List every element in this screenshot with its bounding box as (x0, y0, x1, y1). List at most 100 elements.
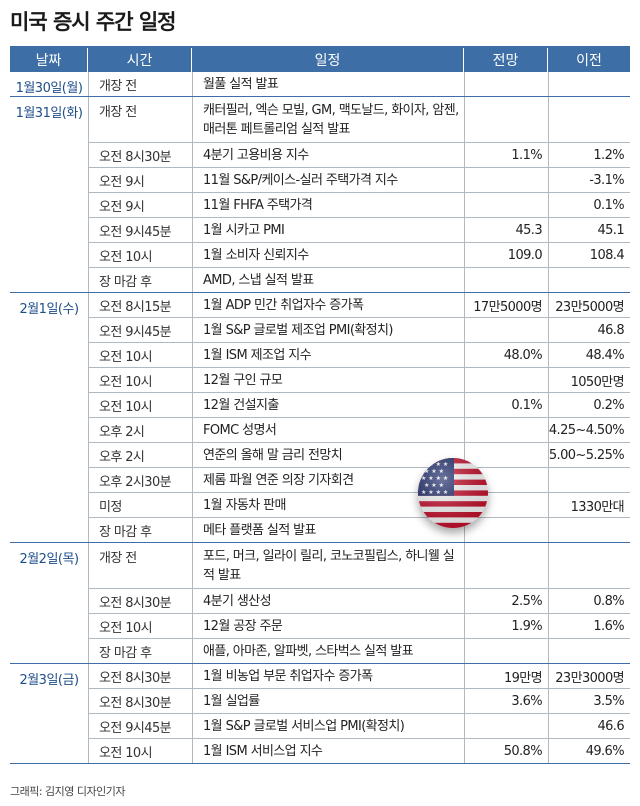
date-cell: 2월2일(목) (10, 543, 88, 664)
previous-cell: 4.25~4.50% (548, 418, 630, 442)
table-row: 오전 8시30분 1월 실업률 3.6% 3.5% (88, 689, 630, 714)
previous-cell: -3.1% (548, 168, 630, 192)
table-row: 오전 10시 12월 건설지출 0.1% 0.2% (88, 393, 630, 418)
event-cell: 1월 S&P 글로벌 서비스업 PMI(확정치) (192, 714, 464, 738)
header-event: 일정 (192, 48, 464, 72)
event-cell: 12월 건설지출 (192, 393, 464, 417)
expected-cell (464, 543, 548, 588)
previous-cell: 46.8 (548, 318, 630, 342)
page-title: 미국 증시 주간 일정 (10, 10, 176, 34)
time-cell: 개장 전 (88, 72, 192, 96)
expected-cell: 109.0 (464, 243, 548, 267)
date-group: 2월3일(금) 오전 8시30분 1월 비농업 부문 취업자수 증가폭 19만명 23만… (10, 664, 630, 764)
time-cell: 오전 10시 (88, 393, 192, 417)
expected-cell (464, 418, 548, 442)
previous-cell (548, 97, 630, 142)
header-previous: 이전 (576, 53, 602, 69)
table-row: 오전 8시30분 4분기 고용비용 지수 1.1% 1.2% (88, 143, 630, 168)
table-row: 오전 10시 1월 ISM 제조업 지수 48.0% 48.4% (88, 343, 630, 368)
time-cell: 장 마감 후 (88, 518, 192, 542)
date-group: 1월30일(월) 개장 전 월풀 실적 발표 (10, 72, 630, 97)
previous-cell (548, 268, 630, 292)
time-cell: 오전 9시45분 (88, 218, 192, 242)
table-row: 오전 10시 12월 공장 주문 1.9% 1.6% (88, 614, 630, 639)
expected-cell: 3.6% (464, 689, 548, 713)
previous-cell: 45.1 (548, 218, 630, 242)
time-cell: 미정 (88, 493, 192, 517)
previous-cell: 3.5% (548, 689, 630, 713)
previous-cell: 0.8% (548, 589, 630, 613)
previous-cell: 5.00~5.25% (548, 443, 630, 467)
event-cell: 11월 S&P/케이스-실러 주택가격 지수 (192, 168, 464, 192)
expected-cell: 19만명 (464, 664, 548, 688)
time-cell: 오전 10시 (88, 343, 192, 367)
date-cell: 2월1일(수) (10, 293, 88, 543)
event-cell: 12월 구인 규모 (192, 368, 464, 392)
expected-cell (464, 443, 548, 467)
expected-cell: 1.1% (464, 143, 548, 167)
time-cell: 오전 8시30분 (88, 689, 192, 713)
time-cell: 개장 전 (88, 97, 192, 142)
previous-cell: 108.4 (548, 243, 630, 267)
time-cell: 오후 2시 (88, 443, 192, 467)
table-row: 장 마감 후 애플, 아마존, 알파벳, 스타벅스 실적 발표 (88, 639, 630, 664)
date-cell: 1월31일(화) (10, 97, 88, 293)
header-expected: 전망 (464, 48, 548, 72)
table-row: 오전 9시45분 1월 S&P 글로벌 제조업 PMI(확정치) 46.8 (88, 318, 630, 343)
table-row: 오후 2시30분 제롬 파월 연준 의장 기자회견 (88, 468, 630, 493)
event-cell: 1월 ADP 민간 취업자수 증가폭 (192, 293, 464, 317)
graphic-credit: 그래픽: 김지영 디자인기자 (10, 785, 126, 798)
date-cell: 2월3일(금) (10, 664, 88, 764)
time-cell: 오후 2시 (88, 418, 192, 442)
event-cell: 1월 자동차 판매 (192, 493, 464, 517)
expected-cell: 0.1% (464, 393, 548, 417)
previous-cell: 0.1% (548, 193, 630, 217)
table-row: 오후 2시 FOMC 성명서 4.25~4.50% (88, 418, 630, 443)
expected-cell (464, 714, 548, 738)
event-cell: 1월 ISM 제조업 지수 (192, 343, 464, 367)
expected-cell: 17만5000명 (464, 293, 548, 317)
table-row: 오전 10시 1월 소비자 신뢰지수 109.0 108.4 (88, 243, 630, 268)
event-cell: 월풀 실적 발표 (192, 72, 464, 96)
table-row: 오전 8시15분 1월 ADP 민간 취업자수 증가폭 17만5000명 23만500… (88, 293, 630, 318)
expected-cell (464, 368, 548, 392)
event-cell: 1월 소비자 신뢰지수 (192, 243, 464, 267)
table-row: 오전 9시45분 1월 S&P 글로벌 서비스업 PMI(확정치) 46.6 (88, 714, 630, 739)
table-row: 오전 9시45분 1월 시카고 PMI 45.3 45.1 (88, 218, 630, 243)
time-cell: 장 마감 후 (88, 639, 192, 663)
date-group: 2월2일(목) 개장 전 포드, 머크, 일라이 릴리, 코노코필립스, 하니웰 실… (10, 543, 630, 664)
time-cell: 오전 8시15분 (88, 293, 192, 317)
table-row: 개장 전 월풀 실적 발표 (88, 72, 630, 97)
table-row: 개장 전 포드, 머크, 일라이 릴리, 코노코필립스, 하니웰 실적 발표 (88, 543, 630, 589)
date-group: 1월31일(화) 개장 전 캐터필러, 엑슨 모빌, GM, 맥도날드, 화이자, … (10, 97, 630, 293)
time-cell: 오전 9시45분 (88, 318, 192, 342)
table-row: 장 마감 후 AMD, 스냅 실적 발표 (88, 268, 630, 293)
event-cell: 1월 ISM 서비스업 지수 (192, 739, 464, 763)
table-row: 오전 10시 12월 구인 규모 1050만명 (88, 368, 630, 393)
event-cell: 연준의 올해 말 금리 전망치 (192, 443, 464, 467)
time-cell: 오전 10시 (88, 614, 192, 638)
previous-cell: 49.6% (548, 739, 630, 763)
expected-cell (464, 72, 548, 96)
time-cell: 장 마감 후 (88, 268, 192, 292)
event-cell: 1월 S&P 글로벌 제조업 PMI(확정치) (192, 318, 464, 342)
table-row: 개장 전 캐터필러, 엑슨 모빌, GM, 맥도날드, 화이자, 암젠, 매러톤 … (88, 97, 630, 143)
previous-cell: 1.2% (548, 143, 630, 167)
previous-cell: 23만3000명 (548, 664, 630, 688)
time-cell: 오전 9시 (88, 168, 192, 192)
previous-cell (548, 518, 630, 542)
time-cell: 오후 2시30분 (88, 468, 192, 492)
us-flag-icon: ★ ★ ★ ★ ★ ★ ★ ★ ★ ★ ★ ★ ★ ★ ★ ★ ★ ★ (418, 458, 488, 528)
event-cell: 12월 공장 주문 (192, 614, 464, 638)
previous-cell: 1050만명 (548, 368, 630, 392)
expected-cell (464, 193, 548, 217)
previous-cell: 0.2% (548, 393, 630, 417)
expected-cell (464, 639, 548, 663)
previous-cell (548, 72, 630, 96)
event-cell: 메타 플랫폼 실적 발표 (192, 518, 464, 542)
header-date: 날짜 (10, 48, 88, 72)
table-body: 1월30일(월) 개장 전 월풀 실적 발표 1월31일(화) 개장 전 캐터필러, 엑슨… (10, 72, 630, 764)
expected-cell: 48.0% (464, 343, 548, 367)
event-cell: 4분기 고용비용 지수 (192, 143, 464, 167)
event-cell: 1월 시카고 PMI (192, 218, 464, 242)
